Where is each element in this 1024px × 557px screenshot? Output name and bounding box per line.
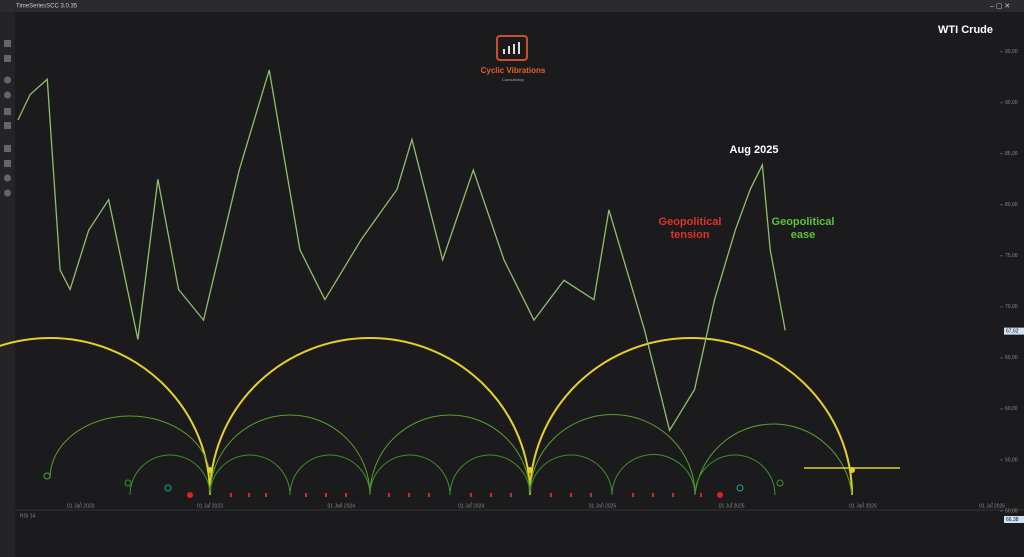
last-value-box [1004, 327, 1024, 335]
title-bar [0, 0, 1024, 12]
logo-tagline: Consultancy [502, 77, 524, 82]
cycle-markers [43, 467, 855, 498]
y-tick-label: 70,00 [1005, 304, 1018, 310]
y-tick-label: 80,00 [1005, 202, 1018, 208]
y-tick-label: 90,00 [1005, 100, 1018, 106]
annotation: Geopolitical tension [659, 216, 722, 241]
y-tick-label: 55,00 [1005, 457, 1018, 463]
x-tick-label: 01 Jul 2026 [979, 503, 1005, 509]
indicator-value: 66,38 [1006, 517, 1019, 523]
last-value-label: 67,62 [1006, 328, 1019, 334]
app-title: TimeSeriesSCC 3.0.35 [16, 4, 78, 10]
x-tick-label: 01 Jul 2025 [719, 503, 745, 509]
x-tick-label: 01 Jan 2026 [849, 503, 877, 509]
x-tick-label: 01 Jul 2023 [197, 503, 223, 509]
x-tick-label: 01 Jan 2025 [589, 503, 617, 509]
x-tick-label: 01 Jul 2024 [458, 503, 484, 509]
annotation: Geopolitical ease [772, 216, 835, 241]
x-tick-label: 01 Jan 2024 [328, 503, 356, 509]
indicator-label: RSI 14 [20, 513, 36, 519]
annotation: Aug 2025 [730, 144, 779, 156]
window-controls[interactable]: – ▢ ✕ [990, 3, 1010, 10]
y-tick-label: 85,00 [1005, 151, 1018, 157]
logo-name: Cyclic Vibrations [481, 66, 546, 75]
chart-title: WTI Crude [938, 24, 993, 36]
y-tick-label: 65,00 [1005, 355, 1018, 361]
y-tick-label: 75,00 [1005, 253, 1018, 259]
x-tick-label: 01 Jan 2023 [67, 503, 95, 509]
y-tick-label: 50,00 [1005, 508, 1018, 514]
indicator-value-box [1004, 516, 1024, 523]
logo: Cyclic Vibrations Consultancy [481, 35, 546, 82]
y-tick-label: 60,00 [1005, 406, 1018, 412]
annotations: Aug 2025 Geopolitical tension Geopolitical e… [659, 144, 835, 241]
toolbar [0, 12, 15, 557]
toolbar-icons[interactable] [4, 40, 11, 197]
price-line [17, 69, 786, 433]
y-tick-label: 95,00 [1005, 49, 1018, 55]
cycle-arcs [0, 337, 900, 496]
